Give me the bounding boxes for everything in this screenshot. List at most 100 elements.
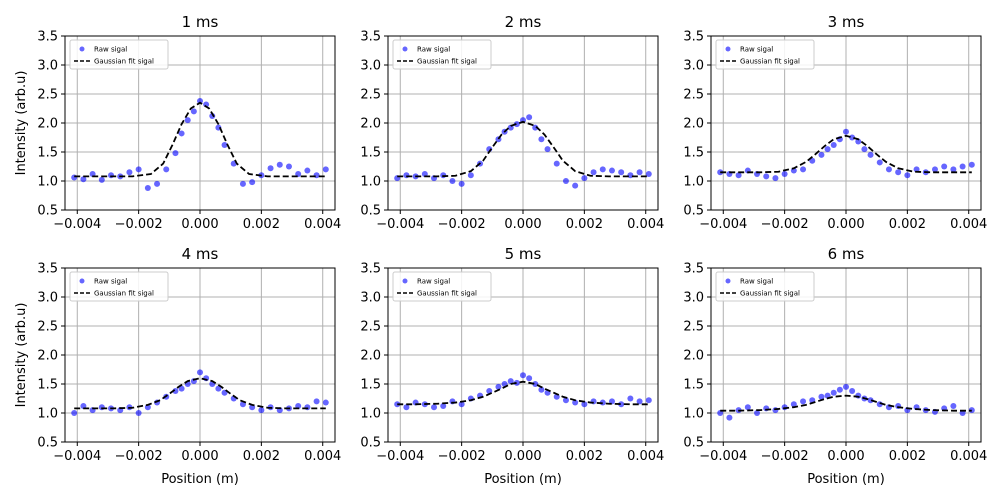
data-point [562, 397, 569, 404]
data-point [184, 117, 191, 124]
y-tick-label: 0.5 [683, 204, 704, 219]
data-point [855, 138, 862, 145]
legend-marker-raw [725, 46, 731, 52]
legend-label-raw: Raw sigal [740, 278, 773, 286]
y-tick-label: 3.5 [683, 30, 704, 45]
y-tick-label: 3.0 [360, 59, 381, 74]
legend-label-fit: Gaussian fit sigal [740, 290, 800, 298]
data-point [959, 163, 966, 170]
data-point [562, 178, 569, 184]
y-tick-label: 1.5 [37, 146, 58, 161]
series-raw-points [717, 128, 975, 182]
data-point [636, 169, 643, 176]
data-point [431, 404, 438, 411]
data-point [599, 166, 606, 173]
data-point [645, 397, 652, 404]
x-tick-label: 0.004 [950, 449, 987, 464]
data-point [885, 166, 892, 173]
legend: Raw sigal Gaussian fit sigal [392, 271, 492, 302]
subplot-2: −0.004 −0.002 0.000 0.002 0.004 0.5 1.0 1.5 2.0 2… [360, 13, 664, 232]
y-tick-label: 3.0 [683, 59, 704, 74]
data-point [931, 166, 938, 173]
data-point [800, 398, 807, 405]
y-tick-label: 3.0 [683, 291, 704, 306]
legend-marker-raw [725, 278, 731, 284]
data-point [258, 407, 265, 414]
data-point [800, 166, 807, 173]
x-tick-label: 0.004 [950, 217, 987, 232]
gaussian-fit-line [74, 377, 326, 410]
data-point [197, 97, 203, 104]
y-tick-label: 2.0 [683, 117, 704, 132]
x-axis-label: Position (m) [807, 472, 885, 487]
subplot-title: 2 ms [505, 13, 542, 31]
x-tick-label: −0.004 [699, 449, 747, 464]
gaussian-fit-line [397, 380, 649, 406]
x-tick-label: −0.004 [53, 449, 101, 464]
subplot-title: 3 ms [828, 13, 865, 31]
legend: Raw sigal Gaussian fit sigal [715, 39, 815, 70]
data-point [71, 410, 78, 416]
x-tick-label: 0.002 [566, 217, 603, 232]
y-tick-label: 0.5 [360, 436, 381, 451]
data-point [553, 160, 560, 167]
data-point [215, 385, 222, 392]
legend: Raw sigal Gaussian fit sigal [392, 39, 492, 70]
x-tick-label: 0.000 [181, 449, 218, 464]
data-point [239, 180, 246, 187]
data-point [495, 383, 502, 390]
gaussian-fit-line [74, 101, 326, 178]
data-point [636, 398, 643, 405]
x-tick-label: 0.002 [889, 217, 926, 232]
data-point [304, 167, 311, 174]
data-point [818, 151, 825, 158]
data-point [895, 169, 902, 176]
x-tick-label: 0.000 [504, 217, 541, 232]
data-point [249, 179, 256, 186]
data-point [968, 161, 975, 168]
legend: Raw sigal Gaussian fit sigal [69, 39, 169, 70]
legend-box [69, 39, 169, 70]
data-point [526, 375, 533, 382]
data-point [108, 172, 115, 179]
x-tick-label: −0.002 [115, 217, 163, 232]
x-tick-label: −0.004 [376, 217, 424, 232]
legend-box [392, 39, 492, 70]
legend: Raw sigal Gaussian fit sigal [715, 271, 815, 302]
data-point [913, 166, 920, 173]
data-point [843, 128, 849, 135]
y-tick-label: 1.0 [360, 175, 381, 190]
data-point [513, 121, 520, 128]
y-tick-label: 0.5 [683, 436, 704, 451]
subplot-5: −0.004 −0.002 0.000 0.002 0.004 0.5 1.0 1.5 2.0 2… [360, 245, 664, 487]
x-tick-label: −0.004 [53, 217, 101, 232]
data-point [313, 172, 320, 179]
data-point [172, 150, 179, 157]
y-tick-label: 0.5 [37, 436, 58, 451]
x-tick-label: −0.004 [699, 217, 747, 232]
y-tick-label: 2.0 [360, 117, 381, 132]
y-tick-label: 3.5 [360, 30, 381, 45]
y-tick-label: 3.0 [37, 59, 58, 74]
data-point [538, 136, 545, 143]
subplot-1: −0.004 −0.002 0.000 0.002 0.004 0.5 1.0 1.5 2.0 2… [14, 13, 341, 232]
y-tick-label: 0.5 [360, 204, 381, 219]
data-point [71, 174, 78, 181]
y-tick-label: 2.5 [360, 320, 381, 335]
data-point [581, 175, 588, 182]
data-point [772, 175, 779, 182]
legend-label-raw: Raw sigal [94, 278, 127, 286]
y-tick-label: 0.5 [37, 204, 58, 219]
x-axis-label: Position (m) [161, 472, 239, 487]
x-tick-label: 0.004 [627, 449, 664, 464]
x-tick-label: 0.002 [243, 449, 280, 464]
data-point [772, 407, 779, 414]
data-point [754, 410, 761, 416]
data-point [449, 178, 456, 184]
x-tick-label: 0.004 [304, 217, 341, 232]
data-point [818, 393, 825, 400]
data-point [190, 108, 197, 115]
data-point [458, 401, 465, 408]
y-tick-label: 1.0 [683, 407, 704, 422]
